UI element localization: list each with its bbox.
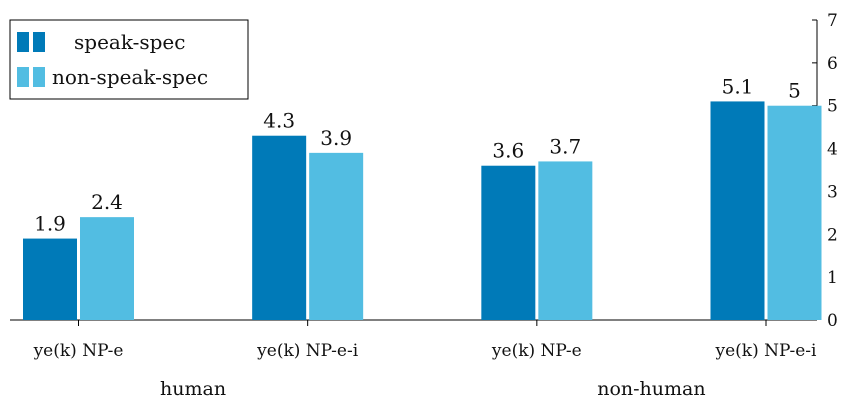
legend-swatch-a bbox=[17, 32, 29, 52]
legend-label: speak-spec bbox=[74, 30, 185, 54]
y-tick-label: 2 bbox=[827, 225, 838, 245]
bar-speak-spec bbox=[481, 165, 536, 320]
y-tick-label: 6 bbox=[827, 54, 838, 74]
data-label: 3.7 bbox=[549, 134, 581, 158]
x-category-label: ye(k) NP-e-i bbox=[256, 341, 359, 361]
legend-box bbox=[9, 19, 249, 100]
bar-speak-spec bbox=[252, 135, 307, 320]
bar-non-speak-spec bbox=[767, 105, 822, 320]
data-label: 5 bbox=[788, 79, 801, 103]
legend-swatch-a bbox=[17, 67, 29, 87]
data-label: 1.9 bbox=[34, 212, 66, 236]
x-axis: ye(k) NP-e ye(k) NP-e-i ye(k) NP-e ye(k) NP… bbox=[33, 320, 817, 400]
legend-label: non-speak-spec bbox=[52, 65, 208, 89]
bar-non-speak-spec bbox=[80, 217, 134, 320]
data-label: 3.6 bbox=[492, 139, 524, 163]
bar-non-speak-spec bbox=[309, 152, 364, 320]
legend-swatch-b bbox=[33, 32, 45, 52]
bar-speak-spec bbox=[710, 101, 765, 320]
y-tick-label: 7 bbox=[827, 11, 838, 31]
data-label: 2.4 bbox=[91, 190, 123, 214]
x-category-label: ye(k) NP-e bbox=[491, 341, 582, 361]
data-label: 3.9 bbox=[320, 126, 352, 150]
legend-swatch-b bbox=[33, 67, 45, 87]
x-category-label: ye(k) NP-e bbox=[33, 341, 124, 361]
bar-speak-spec bbox=[23, 238, 77, 320]
y-tick-label: 1 bbox=[827, 268, 838, 288]
bars: 1.9 4.3 3.6 5.1 2.4 3.9 3.7 5 bbox=[23, 74, 822, 320]
bar-non-speak-spec bbox=[538, 161, 593, 320]
y-tick-label: 3 bbox=[827, 182, 838, 202]
group-label: human bbox=[160, 378, 226, 400]
group-label: non-human bbox=[597, 378, 705, 400]
y-tick-label: 0 bbox=[827, 311, 838, 331]
data-label: 5.1 bbox=[722, 74, 754, 98]
y-tick-label: 5 bbox=[827, 97, 838, 117]
data-label: 4.3 bbox=[263, 109, 295, 133]
x-category-label: ye(k) NP-e-i bbox=[714, 341, 817, 361]
legend: speak-spec non-speak-spec bbox=[9, 19, 249, 100]
y-tick-label: 4 bbox=[827, 140, 838, 160]
